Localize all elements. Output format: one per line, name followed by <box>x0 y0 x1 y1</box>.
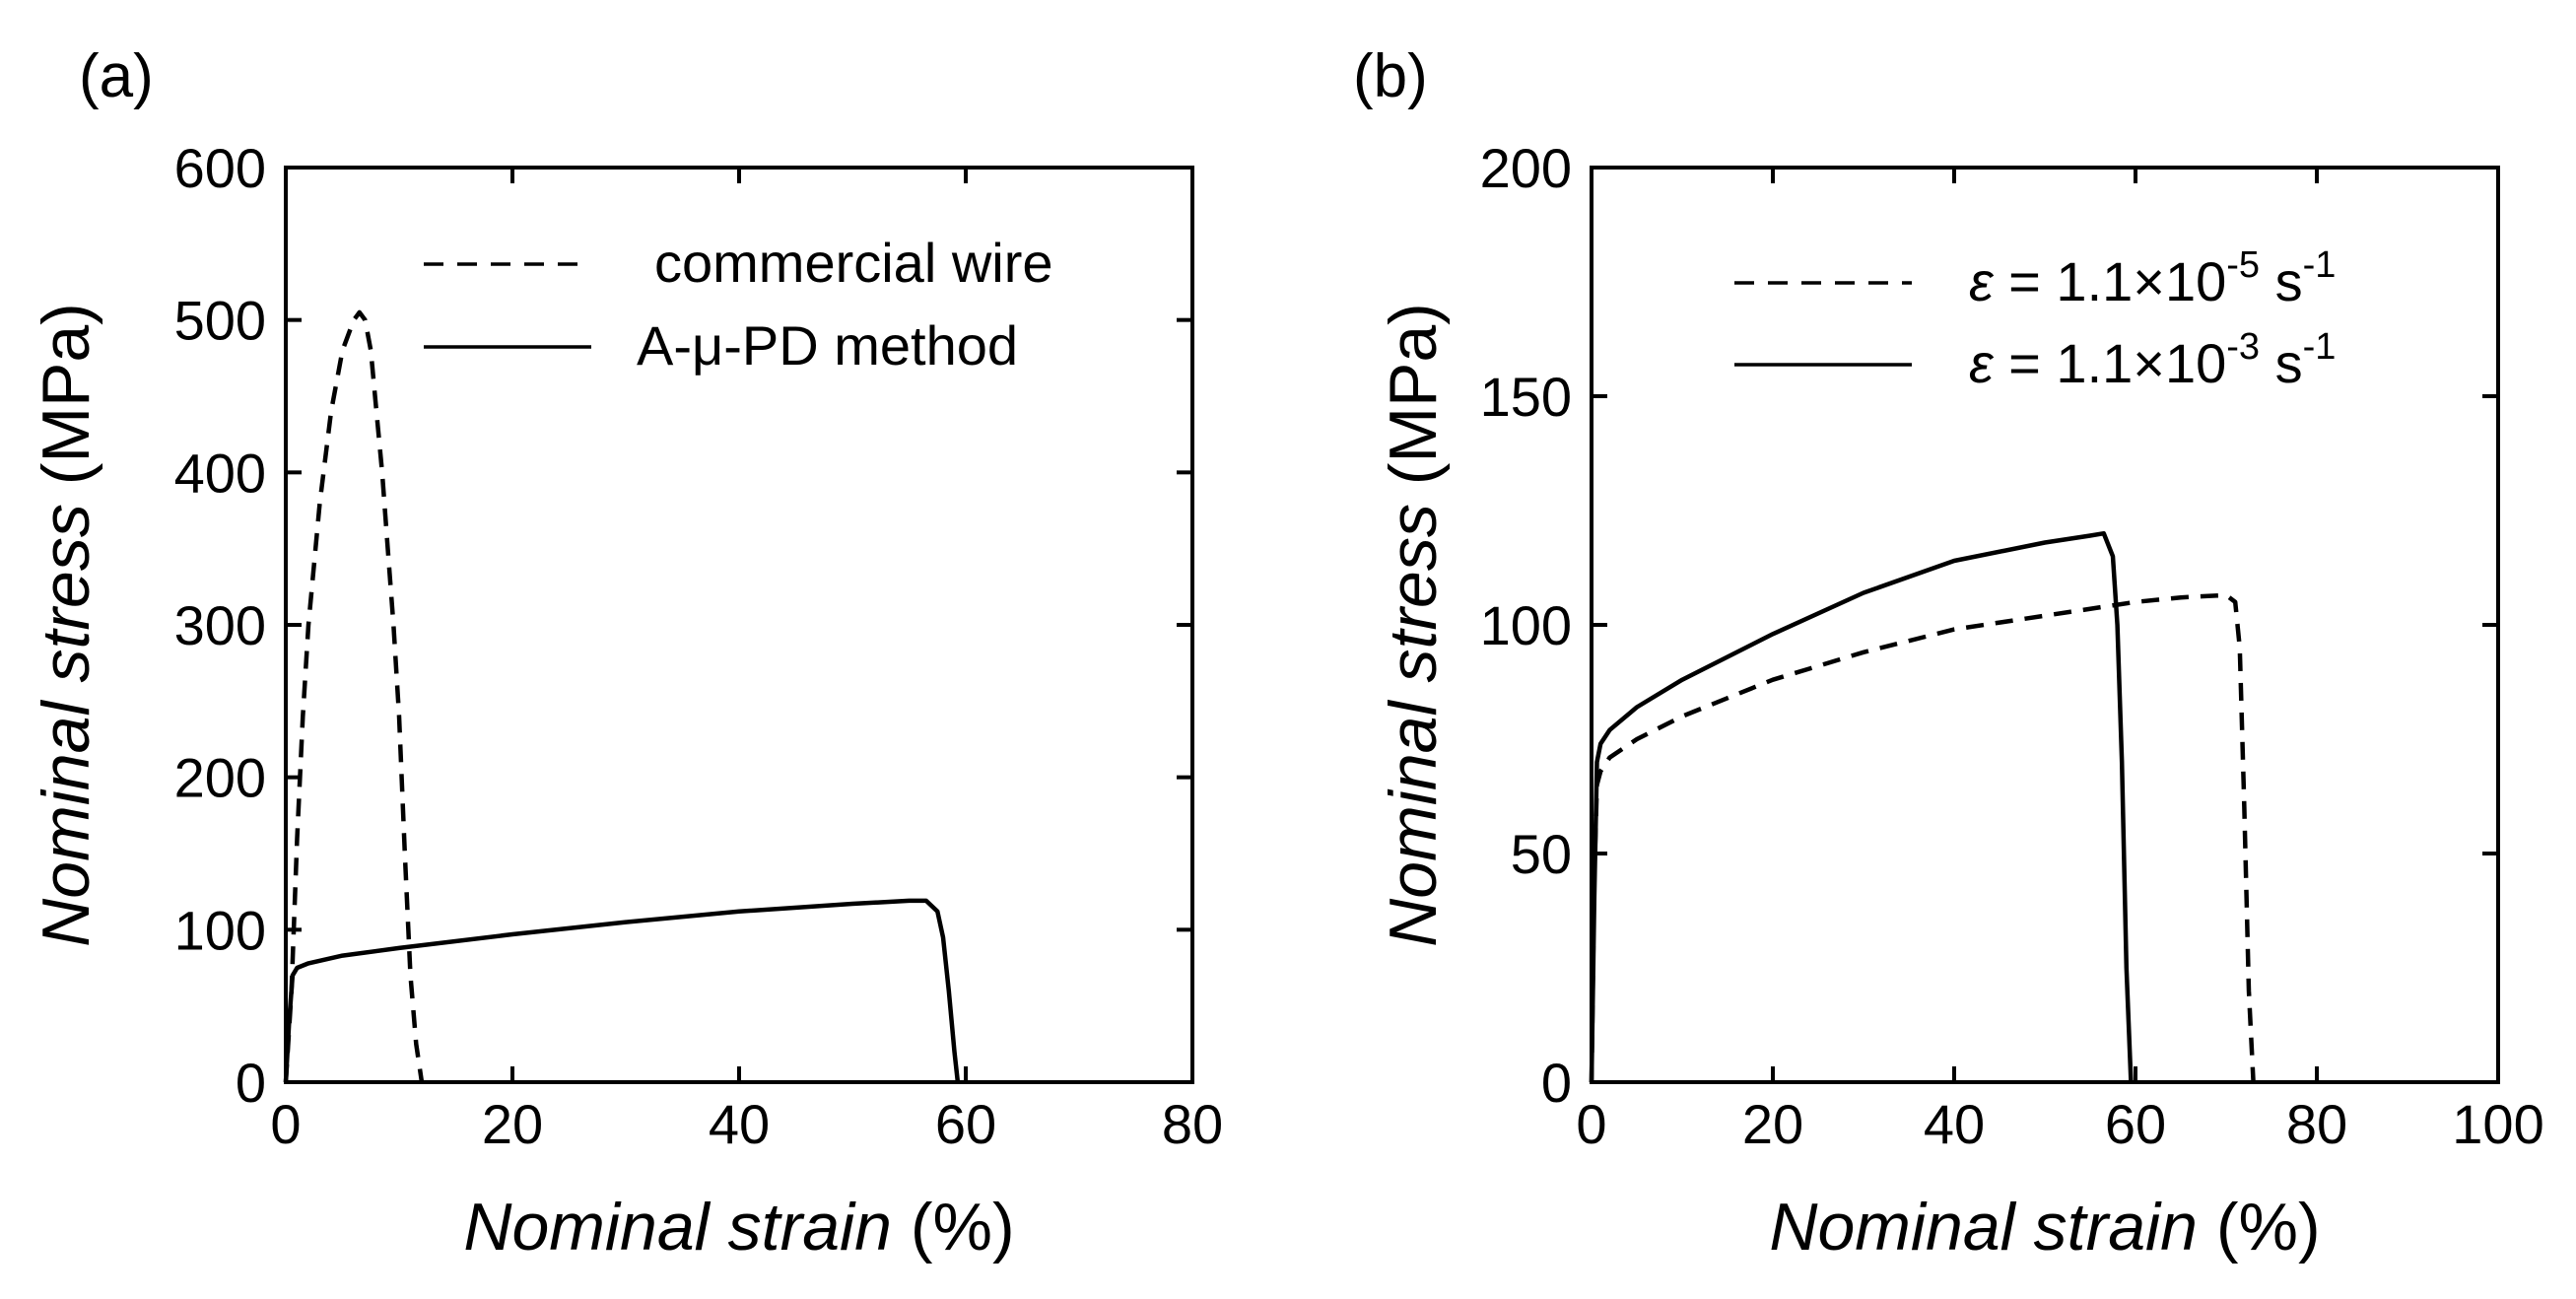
panel-b-x-tick-label: 80 <box>2286 1093 2347 1155</box>
panel-a-x-tick-label: 40 <box>709 1093 770 1155</box>
panel-b-legend: ε = 1.1×10-5 s-1 ε = 1.1×10-3 s-1 <box>1734 244 2336 394</box>
panel-b-x-tick-label: 20 <box>1742 1093 1803 1155</box>
panel-b-y-tick-label: 200 <box>1480 137 1572 199</box>
legend-label-commercial-wire: commercial wire <box>654 232 1053 294</box>
panel-b-x-axis-title: Nominal strain (%) <box>1769 1190 2320 1265</box>
panel-a-y-tick-label: 100 <box>174 899 266 961</box>
legend-label-a-mu-pd-method: A-μ-PD method <box>637 314 1018 376</box>
panel-b-y-axis-title: Nominal stress (MPa) <box>1376 303 1451 947</box>
panel-a-series-1-line <box>283 898 961 1083</box>
panel-b-series <box>1589 530 2256 1083</box>
panel-b-label: (b) <box>1353 42 1428 110</box>
panel-a-y-axis-title: Nominal stress (MPa) <box>29 303 103 947</box>
panel-b-y-tick-label: 100 <box>1480 594 1572 656</box>
panel-a-x-tick-label: 80 <box>1162 1093 1223 1155</box>
legend-label-strain-rate-1e-3: ε = 1.1×10-3 s-1 <box>1969 326 2336 394</box>
panel-b-series-0-line <box>1589 592 2256 1083</box>
panel-a-x-tick-label: 0 <box>270 1093 301 1155</box>
chart-panel-b: (b) 0 20 40 60 80 100 0 50 100 150 200 ε = 1.1×10-… <box>1353 42 2544 1265</box>
chart-panel-a: (a) 0 20 40 60 80 0 100 200 300 400 500 600 commerc… <box>29 42 1223 1265</box>
panel-a-series-0-line <box>283 309 425 1083</box>
panel-b-y-tick-label: 150 <box>1480 366 1572 428</box>
panel-a-y-tick-label: 200 <box>174 747 266 809</box>
panel-b-y-tick-label: 0 <box>1541 1052 1572 1114</box>
legend-label-strain-rate-1e-5: ε = 1.1×10-5 s-1 <box>1969 244 2336 312</box>
panel-b-x-tick-label: 40 <box>1924 1093 1985 1155</box>
panel-a-x-axis-title: Nominal strain (%) <box>463 1190 1014 1265</box>
panel-a-legend: commercial wire A-μ-PD method <box>424 232 1053 376</box>
panel-a-x-tick-label: 60 <box>935 1093 996 1155</box>
panel-a-label: (a) <box>79 42 154 110</box>
panel-a-y-tick-label: 600 <box>174 137 266 199</box>
panel-b-series-1-line <box>1589 530 2134 1083</box>
panel-b-x-tick-label: 0 <box>1576 1093 1606 1155</box>
panel-a-ticks: 0 20 40 60 80 0 100 200 300 400 500 600 <box>174 137 1224 1155</box>
panel-a-series <box>283 309 961 1083</box>
panel-a-y-tick-label: 500 <box>174 290 266 352</box>
panel-a-y-tick-label: 400 <box>174 442 266 504</box>
panel-b-y-tick-label: 50 <box>1511 823 1572 885</box>
panel-a-y-tick-label: 300 <box>174 594 266 656</box>
panel-b-ticks: 0 20 40 60 80 100 0 50 100 150 200 <box>1480 137 2544 1155</box>
panel-b-x-tick-label: 60 <box>2105 1093 2166 1155</box>
panel-b-x-tick-label: 100 <box>2452 1093 2543 1155</box>
panel-a-y-tick-label: 0 <box>236 1052 266 1114</box>
panel-a-x-tick-label: 20 <box>482 1093 543 1155</box>
